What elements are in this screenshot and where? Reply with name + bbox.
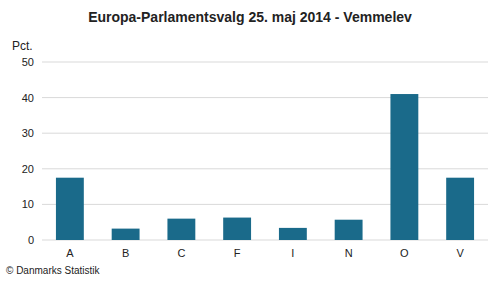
bar <box>446 178 474 240</box>
bar <box>223 218 251 240</box>
bar <box>167 219 195 240</box>
bar <box>390 94 418 240</box>
grid-line <box>42 168 488 169</box>
x-tick-label: A <box>66 247 74 259</box>
y-tick-label: 10 <box>22 198 34 210</box>
y-tick-label: 40 <box>22 92 34 104</box>
grid-line <box>42 97 488 98</box>
bar <box>279 228 307 240</box>
y-grid <box>42 62 488 240</box>
y-tick-label: 50 <box>22 56 34 68</box>
grid-line <box>42 240 488 241</box>
chart-svg: Europa-Parlamentsvalg 25. maj 2014 - Vem… <box>0 0 500 282</box>
bar <box>56 178 84 240</box>
x-tick-label: F <box>234 247 241 259</box>
grid-line <box>42 204 488 205</box>
y-tick-label: 30 <box>22 127 34 139</box>
grid-line <box>42 62 488 63</box>
bars <box>56 94 474 240</box>
bar <box>112 229 140 240</box>
x-tick-label: B <box>122 247 129 259</box>
x-tick-label: I <box>291 247 294 259</box>
x-tick-label: V <box>456 247 464 259</box>
footer: © Danmarks Statistik <box>6 265 101 276</box>
x-tick-label: C <box>177 247 185 259</box>
y-tick-label: 0 <box>28 234 34 246</box>
x-tick-label: O <box>400 247 409 259</box>
y-axis-label: Pct. <box>12 39 33 53</box>
bar <box>335 220 363 240</box>
chart-container: Europa-Parlamentsvalg 25. maj 2014 - Vem… <box>0 0 500 282</box>
y-tick-label: 20 <box>22 163 34 175</box>
x-tick-label: N <box>345 247 353 259</box>
grid-line <box>42 133 488 134</box>
title: Europa-Parlamentsvalg 25. maj 2014 - Vem… <box>88 9 412 25</box>
